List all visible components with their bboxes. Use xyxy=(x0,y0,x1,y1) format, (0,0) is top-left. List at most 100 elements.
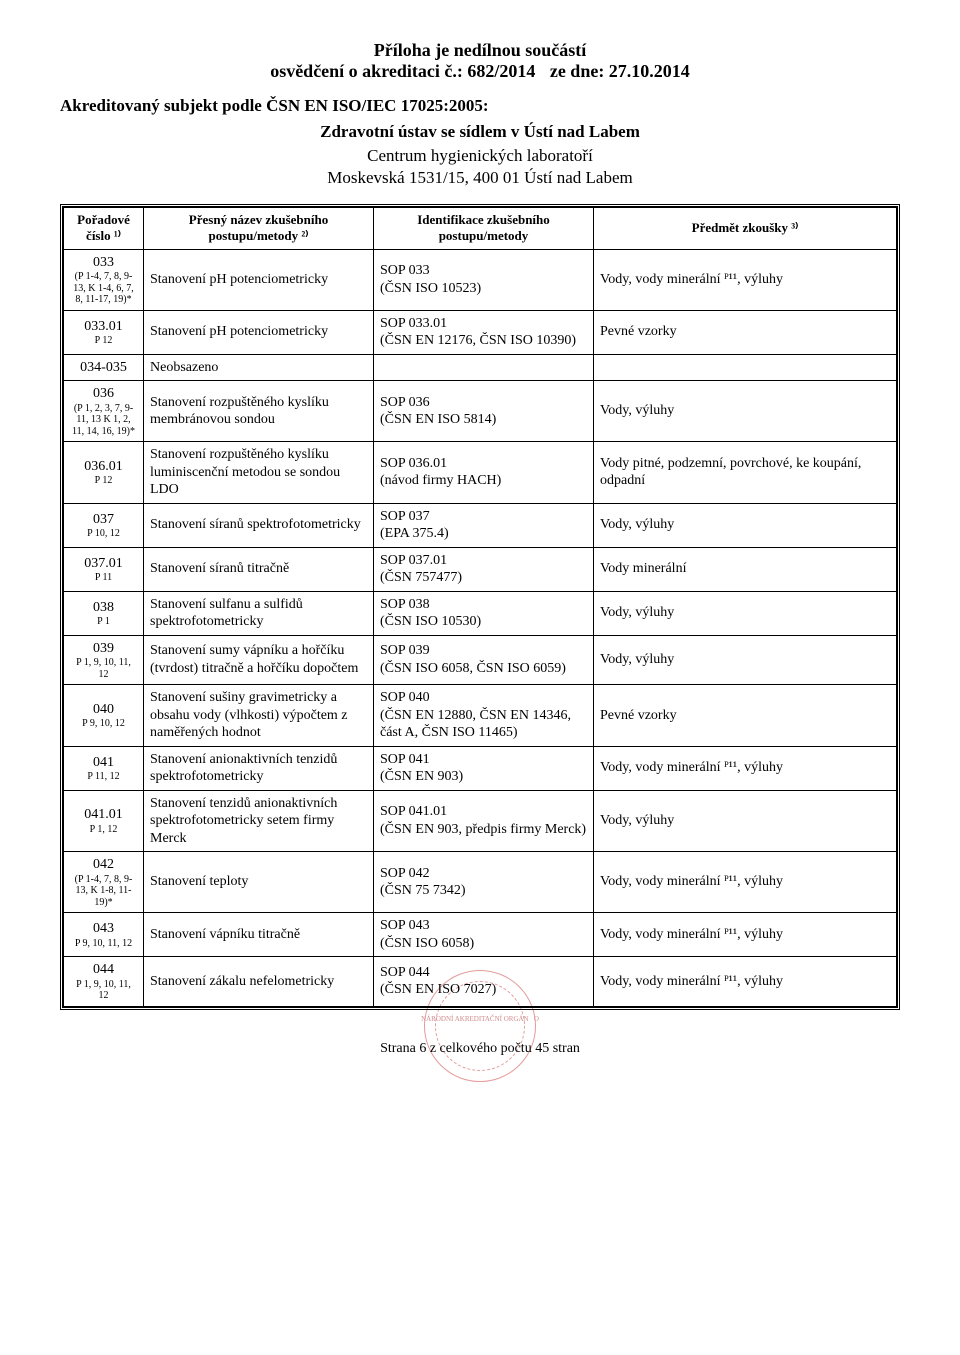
cell-identification: SOP 037.01 (ČSN 757477) xyxy=(374,547,594,591)
ord-main: 043 xyxy=(70,920,137,938)
table-header-row: Pořadové číslo ¹⁾ Přesný název zkušebníh… xyxy=(64,208,897,250)
cell-method-name: Stanovení tenzidů anionaktivních spektro… xyxy=(144,790,374,852)
table-row: 039P 1, 9, 10, 11, 12Stanovení sumy vápn… xyxy=(64,635,897,685)
cell-ord: 041.01P 1, 12 xyxy=(64,790,144,852)
cell-subject: Vody, vody minerální ᴾ¹¹, výluhy xyxy=(594,913,897,957)
ord-sub: P 11 xyxy=(70,572,137,584)
table-row: 041P 11, 12Stanovení anionaktivních tenz… xyxy=(64,746,897,790)
cell-method-name: Stanovení sušiny gravimetricky a obsahu … xyxy=(144,685,374,747)
ord-sub: P 11, 12 xyxy=(70,771,137,783)
cell-ord: 040P 9, 10, 12 xyxy=(64,685,144,747)
table-row: 033(P 1-4, 7, 8, 9-13, K 1-4, 6, 7, 8, 1… xyxy=(64,249,897,310)
stamp-inner-text: NÁRODNÍ AKREDITAČNÍ ORGÁN O xyxy=(421,1015,539,1023)
cell-method-name: Stanovení sulfanu a sulfidů spektrofotom… xyxy=(144,591,374,635)
table-row: 036.01P 12Stanovení rozpuštěného kyslíku… xyxy=(64,442,897,504)
cell-identification: SOP 037 (EPA 375.4) xyxy=(374,503,594,547)
cell-identification: SOP 033.01 (ČSN EN 12176, ČSN ISO 10390) xyxy=(374,310,594,354)
cell-subject: Vody pitné, podzemní, povrchové, ke koup… xyxy=(594,442,897,504)
cell-ord: 036.01P 12 xyxy=(64,442,144,504)
ord-sub: P 12 xyxy=(70,475,137,487)
cell-subject: Vody, vody minerální ᴾ¹¹, výluhy xyxy=(594,746,897,790)
cell-ord: 043P 9, 10, 11, 12 xyxy=(64,913,144,957)
ord-main: 036 xyxy=(70,385,137,403)
table-row: 037.01P 11Stanovení síranů titračněSOP 0… xyxy=(64,547,897,591)
table-row: 040P 9, 10, 12Stanovení sušiny gravimetr… xyxy=(64,685,897,747)
cell-identification: SOP 038 (ČSN ISO 10530) xyxy=(374,591,594,635)
cell-ord: 037.01P 11 xyxy=(64,547,144,591)
cell-ord: 041P 11, 12 xyxy=(64,746,144,790)
page-footer: Strana 6 z celkového počtu 45 stran xyxy=(60,1041,900,1057)
ord-sub: P 1, 9, 10, 11, 12 xyxy=(70,979,137,1002)
cell-method-name: Stanovení teploty xyxy=(144,852,374,913)
cell-ord: 042(P 1-4, 7, 8, 9-13, K 1-8, 11-19)* xyxy=(64,852,144,913)
cell-ord: 034-035 xyxy=(64,354,144,381)
cell-ord: 037P 10, 12 xyxy=(64,503,144,547)
cell-subject: Vody, výluhy xyxy=(594,381,897,442)
cell-identification: SOP 043 (ČSN ISO 6058) xyxy=(374,913,594,957)
ord-main: 042 xyxy=(70,856,137,874)
ord-sub: (P 1-4, 7, 8, 9-13, K 1-4, 6, 7, 8, 11-1… xyxy=(70,271,137,306)
cell-identification: SOP 036 (ČSN EN ISO 5814) xyxy=(374,381,594,442)
subheader-3: Centrum hygienických laboratoří xyxy=(60,146,900,166)
cell-method-name: Stanovení pH potenciometricky xyxy=(144,310,374,354)
cell-identification: SOP 036.01 (návod firmy HACH) xyxy=(374,442,594,504)
ord-main: 038 xyxy=(70,599,137,617)
cell-subject: Vody, vody minerální ᴾ¹¹, výluhy xyxy=(594,249,897,310)
table-row: 042(P 1-4, 7, 8, 9-13, K 1-8, 11-19)*Sta… xyxy=(64,852,897,913)
cell-subject: Vody, výluhy xyxy=(594,635,897,685)
cell-method-name: Stanovení pH potenciometricky xyxy=(144,249,374,310)
cell-subject: Vody, výluhy xyxy=(594,503,897,547)
table-row: 044P 1, 9, 10, 11, 12Stanovení zákalu ne… xyxy=(64,957,897,1007)
cell-subject xyxy=(594,354,897,381)
table-wrapper: Pořadové číslo ¹⁾ Přesný název zkušebníh… xyxy=(60,204,900,1010)
cell-subject: Vody, vody minerální ᴾ¹¹, výluhy xyxy=(594,852,897,913)
cell-identification xyxy=(374,354,594,381)
cell-ord: 036(P 1, 2, 3, 7, 9-11, 13 K 1, 2, 11, 1… xyxy=(64,381,144,442)
table-row: 034-035Neobsazeno xyxy=(64,354,897,381)
cell-method-name: Stanovení rozpuštěného kyslíku membránov… xyxy=(144,381,374,442)
subheader-2: Zdravotní ústav se sídlem v Ústí nad Lab… xyxy=(60,122,900,142)
ord-sub: (P 1, 2, 3, 7, 9-11, 13 K 1, 2, 11, 14, … xyxy=(70,403,137,438)
ord-main: 037 xyxy=(70,511,137,529)
header-line-1: Příloha je nedílnou součástí xyxy=(60,40,900,61)
cell-ord: 039P 1, 9, 10, 11, 12 xyxy=(64,635,144,685)
subheader-4: Moskevská 1531/15, 400 01 Ústí nad Labem xyxy=(60,168,900,188)
cell-ord: 038P 1 xyxy=(64,591,144,635)
ord-sub: P 1 xyxy=(70,616,137,628)
cell-identification: SOP 039 (ČSN ISO 6058, ČSN ISO 6059) xyxy=(374,635,594,685)
table-row: 037P 10, 12Stanovení síranů spektrofotom… xyxy=(64,503,897,547)
cell-identification: SOP 041 (ČSN EN 903) xyxy=(374,746,594,790)
cell-method-name: Stanovení zákalu nefelometricky xyxy=(144,957,374,1007)
cell-method-name: Neobsazeno xyxy=(144,354,374,381)
ord-sub: (P 1-4, 7, 8, 9-13, K 1-8, 11-19)* xyxy=(70,874,137,909)
ord-main: 041 xyxy=(70,754,137,772)
ord-main: 040 xyxy=(70,701,137,719)
cell-subject: Vody, výluhy xyxy=(594,591,897,635)
cell-subject: Vody, vody minerální ᴾ¹¹, výluhy xyxy=(594,957,897,1007)
cell-subject: Vody, výluhy xyxy=(594,790,897,852)
header-line-2-right: ze dne: 27.10.2014 xyxy=(550,61,690,82)
ord-main: 044 xyxy=(70,961,137,979)
ord-main: 037.01 xyxy=(70,555,137,573)
ord-sub: P 1, 12 xyxy=(70,824,137,836)
col-header-3: Identifikace zkušebního postupu/metody xyxy=(374,208,594,250)
cell-identification: SOP 044 (ČSN EN ISO 7027) xyxy=(374,957,594,1007)
cell-subject: Pevné vzorky xyxy=(594,685,897,747)
table-row: 038P 1Stanovení sulfanu a sulfidů spektr… xyxy=(64,591,897,635)
cell-ord: 033.01P 12 xyxy=(64,310,144,354)
subheader-1: Akreditovaný subjekt podle ČSN EN ISO/IE… xyxy=(60,96,900,116)
cell-method-name: Stanovení anionaktivních tenzidů spektro… xyxy=(144,746,374,790)
col-header-2: Přesný název zkušebního postupu/metody ²… xyxy=(144,208,374,250)
table-row: 041.01P 1, 12Stanovení tenzidů anionakti… xyxy=(64,790,897,852)
document-header: Příloha je nedílnou součástí osvědčení o… xyxy=(60,40,900,82)
cell-ord: 033(P 1-4, 7, 8, 9-13, K 1-4, 6, 7, 8, 1… xyxy=(64,249,144,310)
cell-identification: SOP 033 (ČSN ISO 10523) xyxy=(374,249,594,310)
table-row: 033.01P 12Stanovení pH potenciometrickyS… xyxy=(64,310,897,354)
ord-sub: P 9, 10, 12 xyxy=(70,718,137,730)
ord-sub: P 10, 12 xyxy=(70,528,137,540)
header-line-2: osvědčení o akreditaci č.: 682/2014 ze d… xyxy=(60,61,900,82)
ord-sub: P 9, 10, 11, 12 xyxy=(70,938,137,950)
cell-ord: 044P 1, 9, 10, 11, 12 xyxy=(64,957,144,1007)
header-line-2-left: osvědčení o akreditaci č.: 682/2014 xyxy=(270,61,535,81)
cell-method-name: Stanovení rozpuštěného kyslíku luminisce… xyxy=(144,442,374,504)
